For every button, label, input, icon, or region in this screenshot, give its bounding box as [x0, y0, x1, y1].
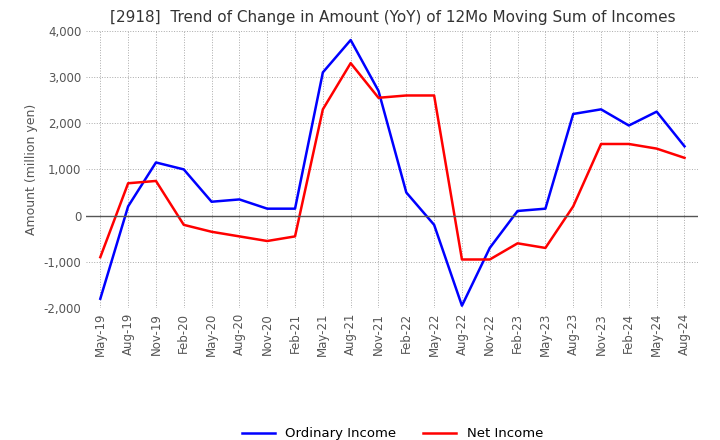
Net Income [652, 146, 661, 151]
Net Income [624, 141, 633, 147]
Net Income [485, 257, 494, 262]
Ordinary Income [318, 70, 327, 75]
Net Income [569, 204, 577, 209]
Net Income [124, 180, 132, 186]
Ordinary Income [569, 111, 577, 117]
Net Income [513, 241, 522, 246]
Net Income [541, 245, 550, 250]
Net Income [346, 60, 355, 66]
Ordinary Income [124, 204, 132, 209]
Ordinary Income [263, 206, 271, 211]
Ordinary Income [291, 206, 300, 211]
Line: Net Income: Net Income [100, 63, 685, 260]
Net Income [235, 234, 243, 239]
Ordinary Income [235, 197, 243, 202]
Ordinary Income [402, 190, 410, 195]
Net Income [263, 238, 271, 244]
Net Income [152, 178, 161, 183]
Net Income [597, 141, 606, 147]
Net Income [207, 229, 216, 235]
Ordinary Income [374, 88, 383, 93]
Ordinary Income [346, 37, 355, 43]
Net Income [374, 95, 383, 100]
Legend: Ordinary Income, Net Income: Ordinary Income, Net Income [237, 422, 548, 440]
Ordinary Income [680, 143, 689, 149]
Net Income [402, 93, 410, 98]
Ordinary Income [513, 208, 522, 213]
Y-axis label: Amount (million yen): Amount (million yen) [25, 104, 38, 235]
Ordinary Income [624, 123, 633, 128]
Ordinary Income [652, 109, 661, 114]
Net Income [680, 155, 689, 161]
Ordinary Income [597, 106, 606, 112]
Net Income [318, 106, 327, 112]
Line: Ordinary Income: Ordinary Income [100, 40, 685, 306]
Ordinary Income [96, 296, 104, 301]
Net Income [291, 234, 300, 239]
Ordinary Income [541, 206, 550, 211]
Net Income [458, 257, 467, 262]
Ordinary Income [485, 245, 494, 250]
Net Income [179, 222, 188, 227]
Ordinary Income [430, 222, 438, 227]
Ordinary Income [152, 160, 161, 165]
Ordinary Income [179, 167, 188, 172]
Net Income [430, 93, 438, 98]
Title: [2918]  Trend of Change in Amount (YoY) of 12Mo Moving Sum of Incomes: [2918] Trend of Change in Amount (YoY) o… [109, 11, 675, 26]
Net Income [96, 254, 104, 260]
Ordinary Income [207, 199, 216, 204]
Ordinary Income [458, 303, 467, 308]
